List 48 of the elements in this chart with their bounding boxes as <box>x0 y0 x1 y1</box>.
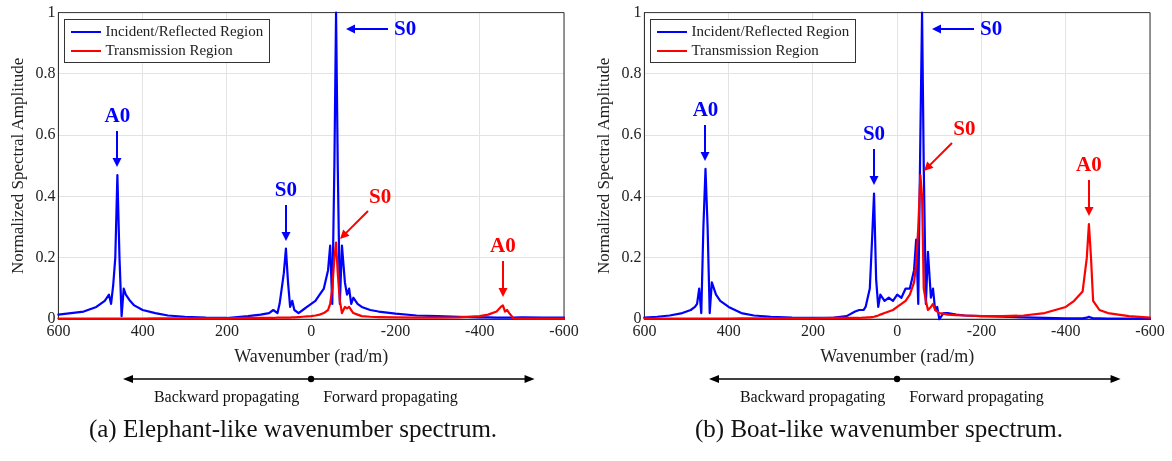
text: Backward propagating <box>739 388 886 406</box>
legend-label: Incident/Reflected Region <box>691 22 850 39</box>
annotation: S0 <box>953 116 976 141</box>
x-tick-label: -200 <box>966 322 997 339</box>
y-tick-label: 1 <box>633 2 642 20</box>
annotation: S0 <box>368 183 392 208</box>
y-tick-label: 0.4 <box>621 186 642 204</box>
text: (a) Elephant-like wavenumber spectrum. <box>87 415 499 443</box>
y-tick-label: 0.6 <box>35 125 56 143</box>
x-tick-label: 600 <box>46 322 71 339</box>
text: Forward propagating <box>909 388 1044 406</box>
x-tick-label: -600 <box>549 322 579 339</box>
y-tick-label: 0.4 <box>35 186 56 204</box>
y-tick-label: 0.8 <box>621 64 642 82</box>
x-tick-label: 200 <box>214 322 239 339</box>
y-tick-label: 0.8 <box>35 64 56 82</box>
x-tick-label: -400 <box>465 322 495 339</box>
x-tick-label: 0 <box>893 322 902 339</box>
annotation: A0 <box>104 103 131 128</box>
y-axis-title: Normalized Spectral Amplitude <box>593 57 613 275</box>
annotation: S0 <box>394 16 417 41</box>
x-axis-title: Wavenumber (rad/m) <box>234 345 389 367</box>
annotation: S0 <box>862 121 886 146</box>
annotation: S0 <box>274 176 298 201</box>
annotation: A0 <box>692 96 719 121</box>
annotation: S0 <box>980 16 1003 41</box>
text: Backward propagating <box>153 388 300 406</box>
x-tick-label: 400 <box>130 322 155 339</box>
y-tick-label: 0.2 <box>35 248 56 266</box>
annotation: A0 <box>490 233 516 258</box>
text: (b) Boat-like wavenumber spectrum. <box>694 415 1064 443</box>
legend-label: Transmission Region <box>105 41 233 58</box>
x-tick-label: 200 <box>800 322 825 339</box>
x-tick-label: -400 <box>1051 322 1081 339</box>
y-tick-label: 1 <box>47 2 56 20</box>
y-axis-title: Normalized Spectral Amplitude <box>7 57 27 275</box>
legend-label: Incident/Reflected Region <box>105 22 264 39</box>
x-tick-label: 0 <box>307 322 316 339</box>
x-tick-label: -600 <box>1135 322 1165 339</box>
x-axis-title: Wavenumber (rad/m) <box>820 345 975 367</box>
y-tick-label: 0.2 <box>621 248 642 266</box>
x-tick-label: 600 <box>632 322 657 339</box>
legend-label: Transmission Region <box>691 41 819 58</box>
annotation: A0 <box>1076 152 1102 177</box>
y-tick-label: 0.6 <box>621 125 642 143</box>
x-tick-label: -200 <box>380 322 411 339</box>
text: Forward propagating <box>323 388 458 406</box>
x-tick-label: 400 <box>716 322 741 339</box>
